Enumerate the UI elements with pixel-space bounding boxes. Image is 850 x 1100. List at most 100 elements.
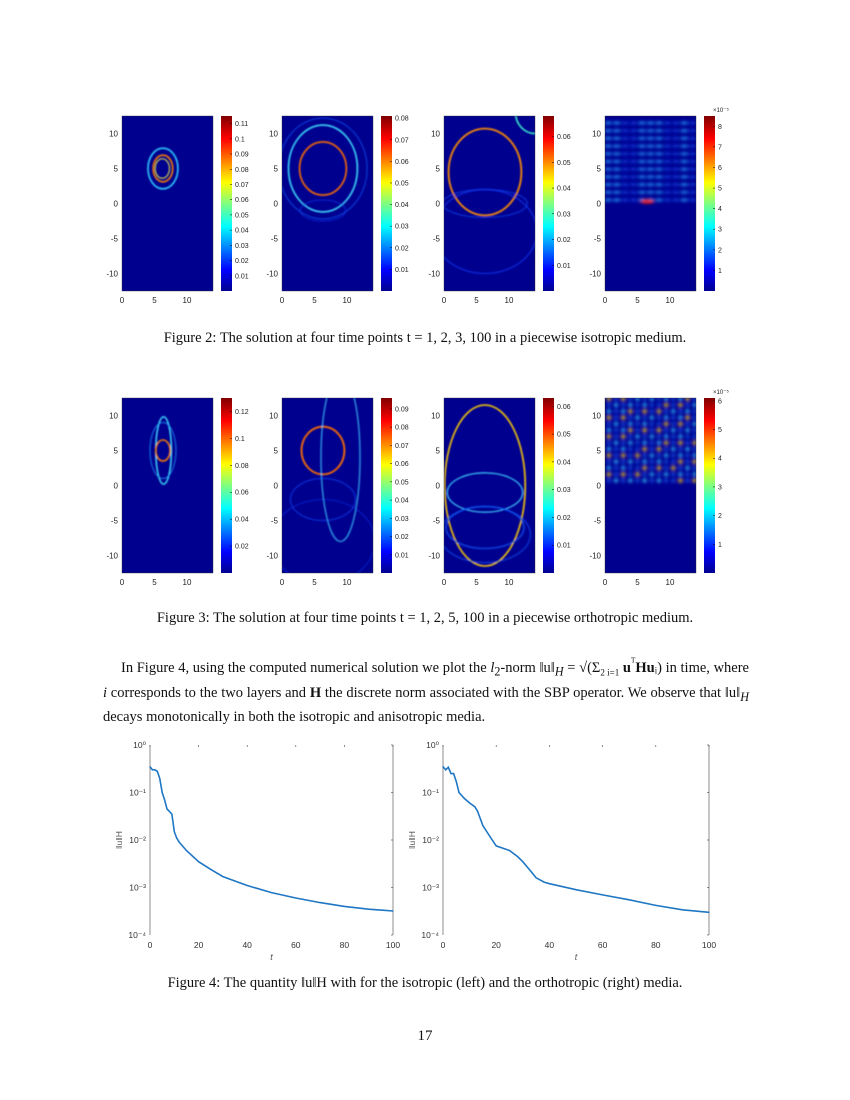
colorbar-tick-label: 0.02 bbox=[395, 534, 409, 541]
data-point bbox=[681, 909, 684, 911]
speckle bbox=[678, 459, 683, 464]
colorbar-tick-label: 0.05 bbox=[557, 432, 571, 439]
speckle bbox=[692, 478, 696, 483]
x-tick-label: 10 bbox=[666, 578, 675, 587]
speckle bbox=[613, 453, 619, 458]
data-point bbox=[548, 883, 551, 885]
speckle bbox=[628, 421, 633, 427]
data-point bbox=[516, 855, 519, 858]
data-point bbox=[156, 770, 158, 772]
speckle bbox=[663, 152, 672, 156]
speckle bbox=[629, 121, 638, 125]
speckle bbox=[663, 159, 672, 164]
speckle bbox=[613, 428, 619, 433]
colorbar-tick-label: 0.01 bbox=[557, 263, 571, 270]
speckle bbox=[678, 415, 683, 420]
speckle bbox=[656, 465, 662, 471]
speckle bbox=[621, 434, 626, 439]
x-tick-label: 10 bbox=[343, 578, 352, 587]
colorbar-tick-label: 0.04 bbox=[557, 459, 571, 466]
y-tick-label: 10 bbox=[431, 412, 440, 421]
x-tick-label: 5 bbox=[474, 296, 479, 305]
speckle bbox=[680, 198, 689, 202]
speckle bbox=[642, 421, 647, 427]
colorbar-tick-label: 0.04 bbox=[235, 228, 249, 235]
speckle bbox=[671, 398, 676, 401]
heatmap-background bbox=[122, 116, 213, 291]
y-tick-label: 0 bbox=[436, 200, 441, 209]
speckle bbox=[649, 398, 654, 401]
speckle bbox=[688, 183, 696, 187]
colorbar-tick-label: 0.06 bbox=[235, 490, 249, 497]
y-tick-label: -10 bbox=[266, 270, 278, 279]
speckle bbox=[642, 398, 647, 401]
x-tick-label: 0 bbox=[280, 296, 285, 305]
speckle bbox=[646, 144, 655, 148]
data-point bbox=[319, 902, 321, 904]
speckle bbox=[671, 415, 676, 420]
speckle bbox=[646, 129, 655, 133]
y-tick-label: 10 bbox=[431, 130, 440, 139]
speckle bbox=[646, 136, 655, 140]
noise-pattern bbox=[605, 121, 696, 204]
speckle bbox=[612, 121, 621, 125]
data-point bbox=[151, 769, 154, 771]
colorbar-tick-label: 0.04 bbox=[235, 517, 249, 524]
speckle bbox=[671, 409, 676, 414]
speckle bbox=[692, 453, 696, 458]
colorbar-tick-label: 4 bbox=[718, 206, 722, 213]
x-tick-label: 5 bbox=[635, 296, 640, 305]
x-tick-label: 100 bbox=[702, 940, 716, 950]
speckle bbox=[629, 129, 638, 133]
colorbar-tick-label: 0.05 bbox=[557, 160, 571, 167]
plot-frame bbox=[121, 397, 214, 574]
speckle bbox=[649, 465, 654, 471]
y-tick-label: 5 bbox=[436, 165, 441, 174]
colorbar-tick-label: 0.02 bbox=[395, 245, 409, 252]
speckle bbox=[646, 183, 655, 187]
speckle bbox=[692, 465, 696, 471]
wavefront bbox=[289, 478, 356, 521]
speckle bbox=[692, 428, 696, 433]
speckle bbox=[638, 159, 647, 164]
speckle bbox=[635, 434, 640, 439]
wavefront bbox=[298, 141, 348, 196]
speckle bbox=[671, 198, 680, 202]
speckle bbox=[685, 402, 690, 408]
y-tick-label: 5 bbox=[114, 165, 119, 174]
colorbar bbox=[543, 398, 554, 573]
speckle bbox=[642, 434, 647, 439]
speckle bbox=[663, 440, 669, 445]
colorbar-tick-label: 0.01 bbox=[557, 543, 571, 550]
speckle bbox=[685, 440, 690, 445]
speckle bbox=[656, 478, 662, 483]
wavefronts bbox=[282, 398, 373, 573]
speckle bbox=[606, 421, 612, 427]
speckle bbox=[671, 453, 676, 458]
x-tick-label: 0 bbox=[148, 940, 153, 950]
speckle bbox=[649, 409, 654, 414]
colorbar-tick-label: 3 bbox=[718, 484, 722, 491]
colorbar-tick-label: 0.12 bbox=[235, 409, 249, 416]
speckle bbox=[663, 398, 669, 401]
data-point bbox=[628, 899, 630, 901]
x-tick-label: 5 bbox=[312, 578, 317, 587]
y-tick-label: 5 bbox=[274, 165, 279, 174]
speckle bbox=[656, 409, 662, 414]
speckle bbox=[663, 421, 669, 427]
x-tick-label: 100 bbox=[386, 940, 400, 950]
speckle bbox=[621, 446, 626, 452]
speckle bbox=[628, 459, 633, 464]
speckle bbox=[621, 167, 630, 171]
speckle bbox=[663, 129, 672, 133]
wavefront bbox=[155, 439, 171, 462]
colorbar-tick-label: 0.05 bbox=[395, 479, 409, 486]
plot-frame bbox=[443, 397, 536, 574]
wavefront bbox=[154, 158, 170, 179]
speckle bbox=[678, 478, 683, 483]
speckle bbox=[678, 402, 683, 408]
y-tick-label: 5 bbox=[114, 447, 119, 456]
colorbar-tick-label: 1 bbox=[718, 542, 722, 549]
speckle bbox=[663, 167, 672, 171]
speckle bbox=[621, 152, 630, 156]
